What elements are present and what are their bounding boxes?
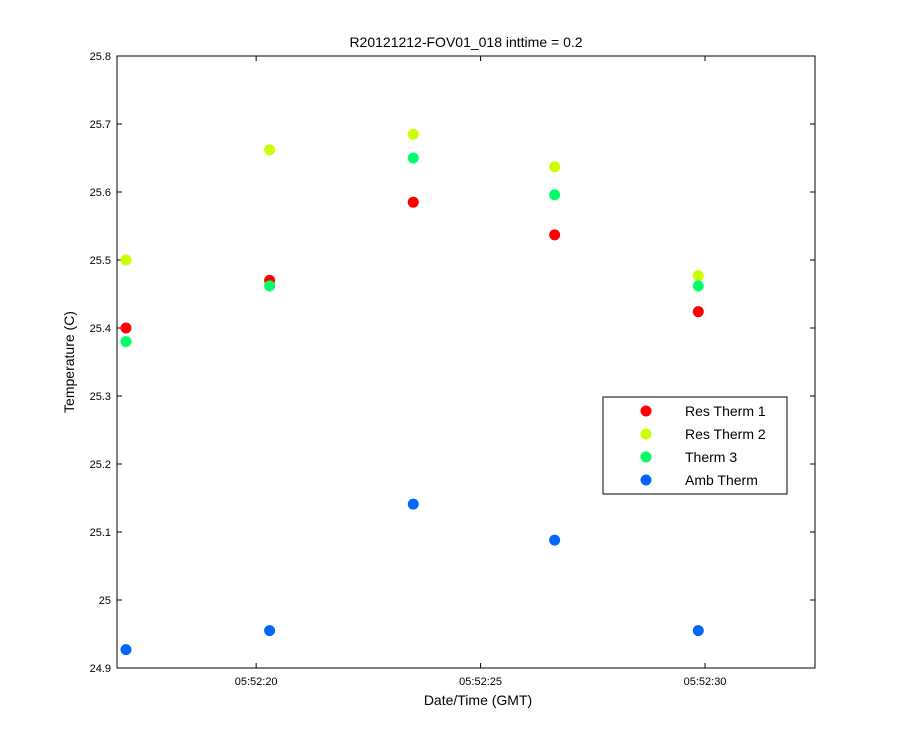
- y-tick-label: 25.6: [90, 187, 111, 199]
- data-point-series-3: [692, 625, 704, 637]
- data-points: [120, 128, 704, 656]
- legend-marker: [640, 405, 652, 417]
- y-tick-label: 25.8: [90, 51, 111, 63]
- data-point-series-1: [407, 128, 419, 140]
- data-point-series-3: [120, 644, 132, 656]
- legend-label: Therm 3: [685, 449, 737, 465]
- data-point-series-3: [549, 534, 561, 546]
- data-point-series-2: [407, 152, 419, 164]
- y-axis-title: Temperature (C): [61, 311, 77, 413]
- y-tick-label: 25.4: [90, 323, 111, 335]
- legend-box: [602, 396, 788, 495]
- x-tick-label: 05:52:30: [684, 676, 727, 688]
- data-point-series-2: [692, 280, 704, 292]
- data-point-series-1: [692, 270, 704, 282]
- y-tick-label: 25.5: [90, 255, 111, 267]
- data-point-series-2: [264, 280, 276, 292]
- legend-marker: [640, 474, 652, 486]
- x-axis: 05:52:20 05:52:25 05:52:30: [235, 56, 727, 688]
- y-tick-label: 25.1: [90, 527, 111, 539]
- chart-title: R20121212-FOV01_018 inttime = 0.2: [349, 34, 582, 50]
- y-tick-label: 25.7: [90, 119, 111, 131]
- data-point-series-0: [692, 306, 704, 318]
- y-tick-label: 25.2: [90, 459, 111, 471]
- data-point-series-2: [120, 336, 132, 348]
- legend-marker: [640, 428, 652, 440]
- data-point-series-0: [407, 196, 419, 208]
- y-tick-label: 25: [99, 595, 111, 607]
- data-point-series-1: [264, 144, 276, 156]
- y-tick-label: 25.3: [90, 391, 111, 403]
- data-point-series-1: [120, 254, 132, 266]
- data-point-series-0: [549, 229, 561, 241]
- y-tick-label: 24.9: [90, 663, 111, 675]
- x-tick-label: 05:52:25: [459, 676, 502, 688]
- legend-label: Res Therm 1: [685, 403, 766, 419]
- plot-area: [116, 55, 816, 669]
- data-point-series-0: [120, 322, 132, 334]
- data-point-series-1: [549, 161, 561, 173]
- x-axis-title: Date/Time (GMT): [424, 692, 532, 708]
- data-point-series-3: [264, 625, 276, 637]
- data-point-series-2: [549, 189, 561, 201]
- legend-label: Amb Therm: [685, 472, 758, 488]
- x-tick-label: 05:52:20: [235, 676, 278, 688]
- legend: Res Therm 1 Res Therm 2 Therm 3 Amb Therm: [602, 396, 788, 495]
- legend-marker: [640, 451, 652, 463]
- legend-label: Res Therm 2: [685, 426, 766, 442]
- data-point-series-3: [407, 498, 419, 510]
